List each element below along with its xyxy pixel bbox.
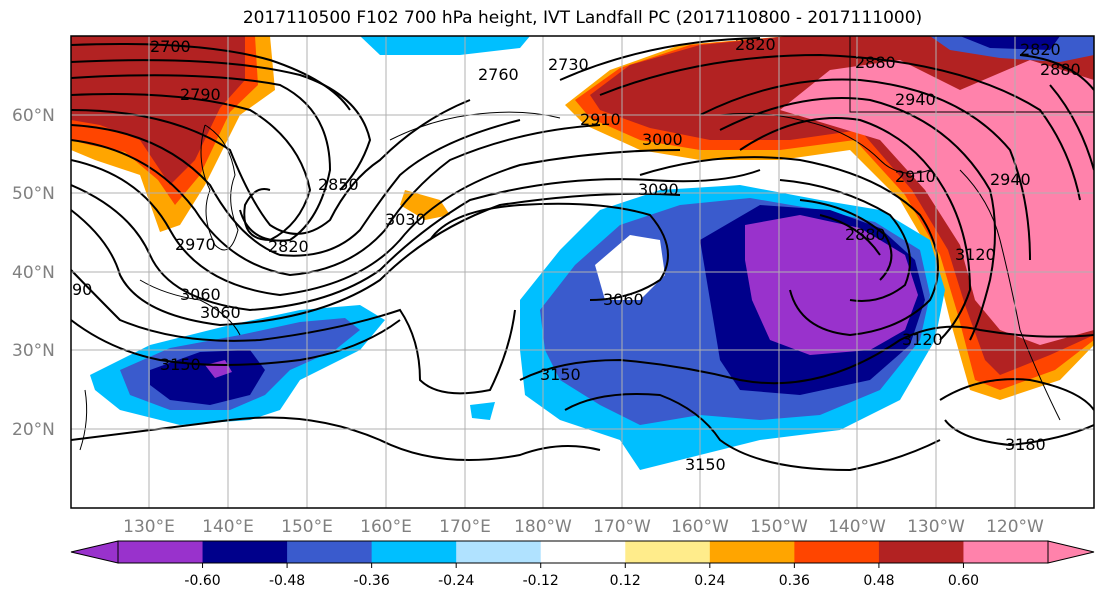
colorbar-border: [117, 540, 1049, 564]
longitude-label: 120°W: [986, 517, 1044, 537]
latitude-label: 20°N: [12, 420, 55, 440]
map-title: 2017110500 F102 700 hPa height, IVT Land…: [242, 8, 923, 28]
colorbar-tick-label: 0.36: [779, 573, 810, 589]
colorbar-tick-label: -0.36: [354, 573, 390, 589]
contour-label: 2700: [150, 37, 191, 56]
contour-label: 2880: [845, 225, 886, 244]
contour-label: 3120: [955, 245, 996, 264]
height-contours: [71, 37, 1094, 472]
longitude-label: 130°E: [123, 517, 175, 537]
colorbar-tick-label: -0.60: [184, 573, 220, 589]
colorbar-segment: [963, 541, 1049, 563]
contour-label: 3090: [638, 180, 679, 199]
colorbar-segment: [878, 541, 964, 563]
colorbar-segment: [794, 541, 880, 563]
colorbar-segment: [540, 541, 626, 563]
longitude-label: 150°E: [281, 517, 333, 537]
contour-label: 3060: [603, 290, 644, 309]
colorbar-tick-label: 0.60: [948, 573, 979, 589]
contour-label: 3030: [385, 210, 426, 229]
contour-label: 2910: [895, 167, 936, 186]
longitude-label: 160°W: [671, 517, 729, 537]
contour-label: 3180: [1005, 435, 1046, 454]
colorbar-extension-low: [70, 540, 119, 564]
colorbar-segment: [456, 541, 542, 563]
contour-label: 2880: [855, 53, 896, 72]
contour-label: 2820: [268, 237, 309, 256]
contour-label: 2970: [175, 235, 216, 254]
colorbar-tick-label: 0.48: [863, 573, 894, 589]
contour-label: 2910: [580, 110, 621, 129]
latitude-axis: 60°N 50°N 40°N 30°N 20°N: [12, 106, 55, 440]
longitude-label: 170°E: [439, 517, 491, 537]
negative-anomaly-top: [360, 36, 530, 55]
contour-label: 3150: [540, 365, 581, 384]
latitude-label: 50°N: [12, 184, 55, 204]
contour-label: 3120: [902, 330, 943, 349]
contour-label: 2820: [735, 35, 776, 54]
colorbar-extension-high: [1047, 540, 1095, 564]
colorbar-segment: [371, 541, 457, 563]
negative-anomaly-central: [520, 185, 945, 470]
colorbar-tick-label: -0.24: [438, 573, 474, 589]
colorbar-segment: [287, 541, 373, 563]
longitude-label: 140°E: [202, 517, 254, 537]
contour-label: 2790: [180, 85, 221, 104]
colorbar-segment: [625, 541, 711, 563]
contour-label: 2850: [318, 175, 359, 194]
colorbar-tick-label: -0.48: [269, 573, 305, 589]
colorbar-segment: [118, 541, 204, 563]
latitude-label: 40°N: [12, 263, 55, 283]
colorbar: -0.60 -0.48 -0.36 -0.24 -0.12 0.12 0.24 0.36 0.4…: [70, 540, 1095, 589]
longitude-label: 170°W: [593, 517, 651, 537]
contour-label: 3150: [160, 355, 201, 374]
colorbar-tick-label: 0.12: [610, 573, 641, 589]
contour-label: 3060: [180, 285, 221, 304]
longitude-label: 160°E: [360, 517, 412, 537]
latitude-label: 30°N: [12, 341, 55, 361]
colorbar-tick-label: 0.24: [694, 573, 725, 589]
contour-label: 90: [72, 280, 92, 299]
map-frame: [70, 35, 1095, 509]
contour-label: 2880: [1040, 60, 1081, 79]
contour-label: 3150: [685, 455, 726, 474]
contour-label: 2940: [895, 90, 936, 109]
contour-label: 3060: [200, 303, 241, 322]
contour-label: 2760: [478, 65, 519, 84]
longitude-label: 180°W: [514, 517, 572, 537]
contour-labels: 2700 2730 2760 2790 2820 2850 2880 2910 …: [72, 35, 1081, 474]
longitude-label: 150°W: [750, 517, 808, 537]
longitude-label: 140°W: [828, 517, 886, 537]
positive-anomaly-small: [400, 190, 450, 220]
longitude-axis: 130°E 140°E 150°E 160°E 170°E 180°W 170°…: [123, 517, 1044, 537]
latitude-label: 60°N: [12, 106, 55, 126]
colorbar-segment: [202, 541, 288, 563]
colorbar-tick-label: -0.12: [523, 573, 559, 589]
longitude-label: 130°W: [907, 517, 965, 537]
contour-label: 2820: [1020, 40, 1061, 59]
contour-label: 3000: [642, 130, 683, 149]
contour-label: 2940: [990, 170, 1031, 189]
colorbar-segment: [709, 541, 795, 563]
contour-label: 2730: [548, 55, 589, 74]
gridlines: [71, 36, 1094, 508]
